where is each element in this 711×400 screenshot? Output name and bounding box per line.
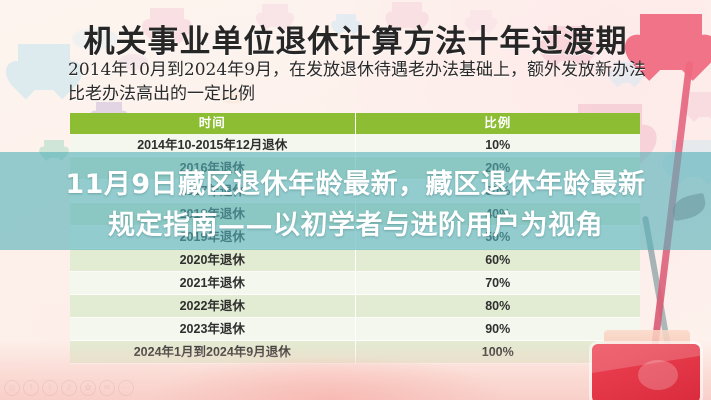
cell-time: 2014年10-2015年12月退休 xyxy=(70,134,356,157)
decorative-heart xyxy=(150,8,184,38)
decorative-heart xyxy=(470,10,492,30)
decorative-heart xyxy=(614,62,638,83)
link-icon[interactable]: ∂ xyxy=(61,380,77,396)
cell-time: 2021年退休 xyxy=(70,271,356,295)
heart-balloon-icon xyxy=(640,14,702,70)
more-icon[interactable]: ⋯ xyxy=(118,380,134,396)
cell-time: 2022年退休 xyxy=(70,294,356,318)
star-icon[interactable]: ✿ xyxy=(80,380,96,396)
facebook-icon[interactable]: f xyxy=(23,380,39,396)
cell-time: 2020年退休 xyxy=(70,248,356,272)
table-row: 2020年退休 60% xyxy=(70,248,640,272)
decorative-heart xyxy=(336,14,356,32)
table-row: 2014年10-2015年12月退休 10% xyxy=(70,134,640,157)
decorative-heart xyxy=(690,92,711,117)
decorative-heart xyxy=(392,2,422,28)
share-icon[interactable]: ◎ xyxy=(4,380,20,396)
column-header-time: 时间 xyxy=(70,113,356,134)
table-header-row: 时间 比例 xyxy=(70,113,640,134)
bottom-glow xyxy=(150,356,510,400)
intro-paragraph: 2014年10月到2024年9月，在发放退休待遇老办法基础上，额外发放新办法比老… xyxy=(68,60,646,104)
cell-ratio: 90% xyxy=(355,317,640,341)
cell-ratio: 60% xyxy=(355,248,640,272)
page-title: 机关事业单位退休计算方法十年过渡期 xyxy=(83,24,628,60)
cell-ratio: 70% xyxy=(355,271,640,295)
table-row: 2022年退休 80% xyxy=(70,294,640,318)
envelope-motif xyxy=(638,360,678,390)
decorative-heart xyxy=(18,44,70,90)
decorative-blob xyxy=(220,90,246,104)
cell-ratio: 10% xyxy=(355,134,640,157)
mail-icon[interactable]: ✉ xyxy=(99,380,115,396)
red-envelope-icon xyxy=(592,344,700,400)
social-share-bar[interactable]: ◎ f t ∂ ✿ ✉ ⋯ xyxy=(4,380,134,396)
decorative-heart xyxy=(262,4,288,27)
decorative-heart xyxy=(548,26,588,61)
column-header-ratio: 比例 xyxy=(355,113,640,134)
decorative-blob xyxy=(72,28,118,50)
table-row: 2023年退休 90% xyxy=(70,317,640,341)
decorative-blob xyxy=(118,54,148,70)
table-row: 2021年退休 70% xyxy=(70,271,640,295)
cell-time: 2023年退休 xyxy=(70,317,356,341)
cell-ratio: 80% xyxy=(355,294,640,318)
headline-banner xyxy=(0,152,711,250)
twitter-icon[interactable]: t xyxy=(42,380,58,396)
